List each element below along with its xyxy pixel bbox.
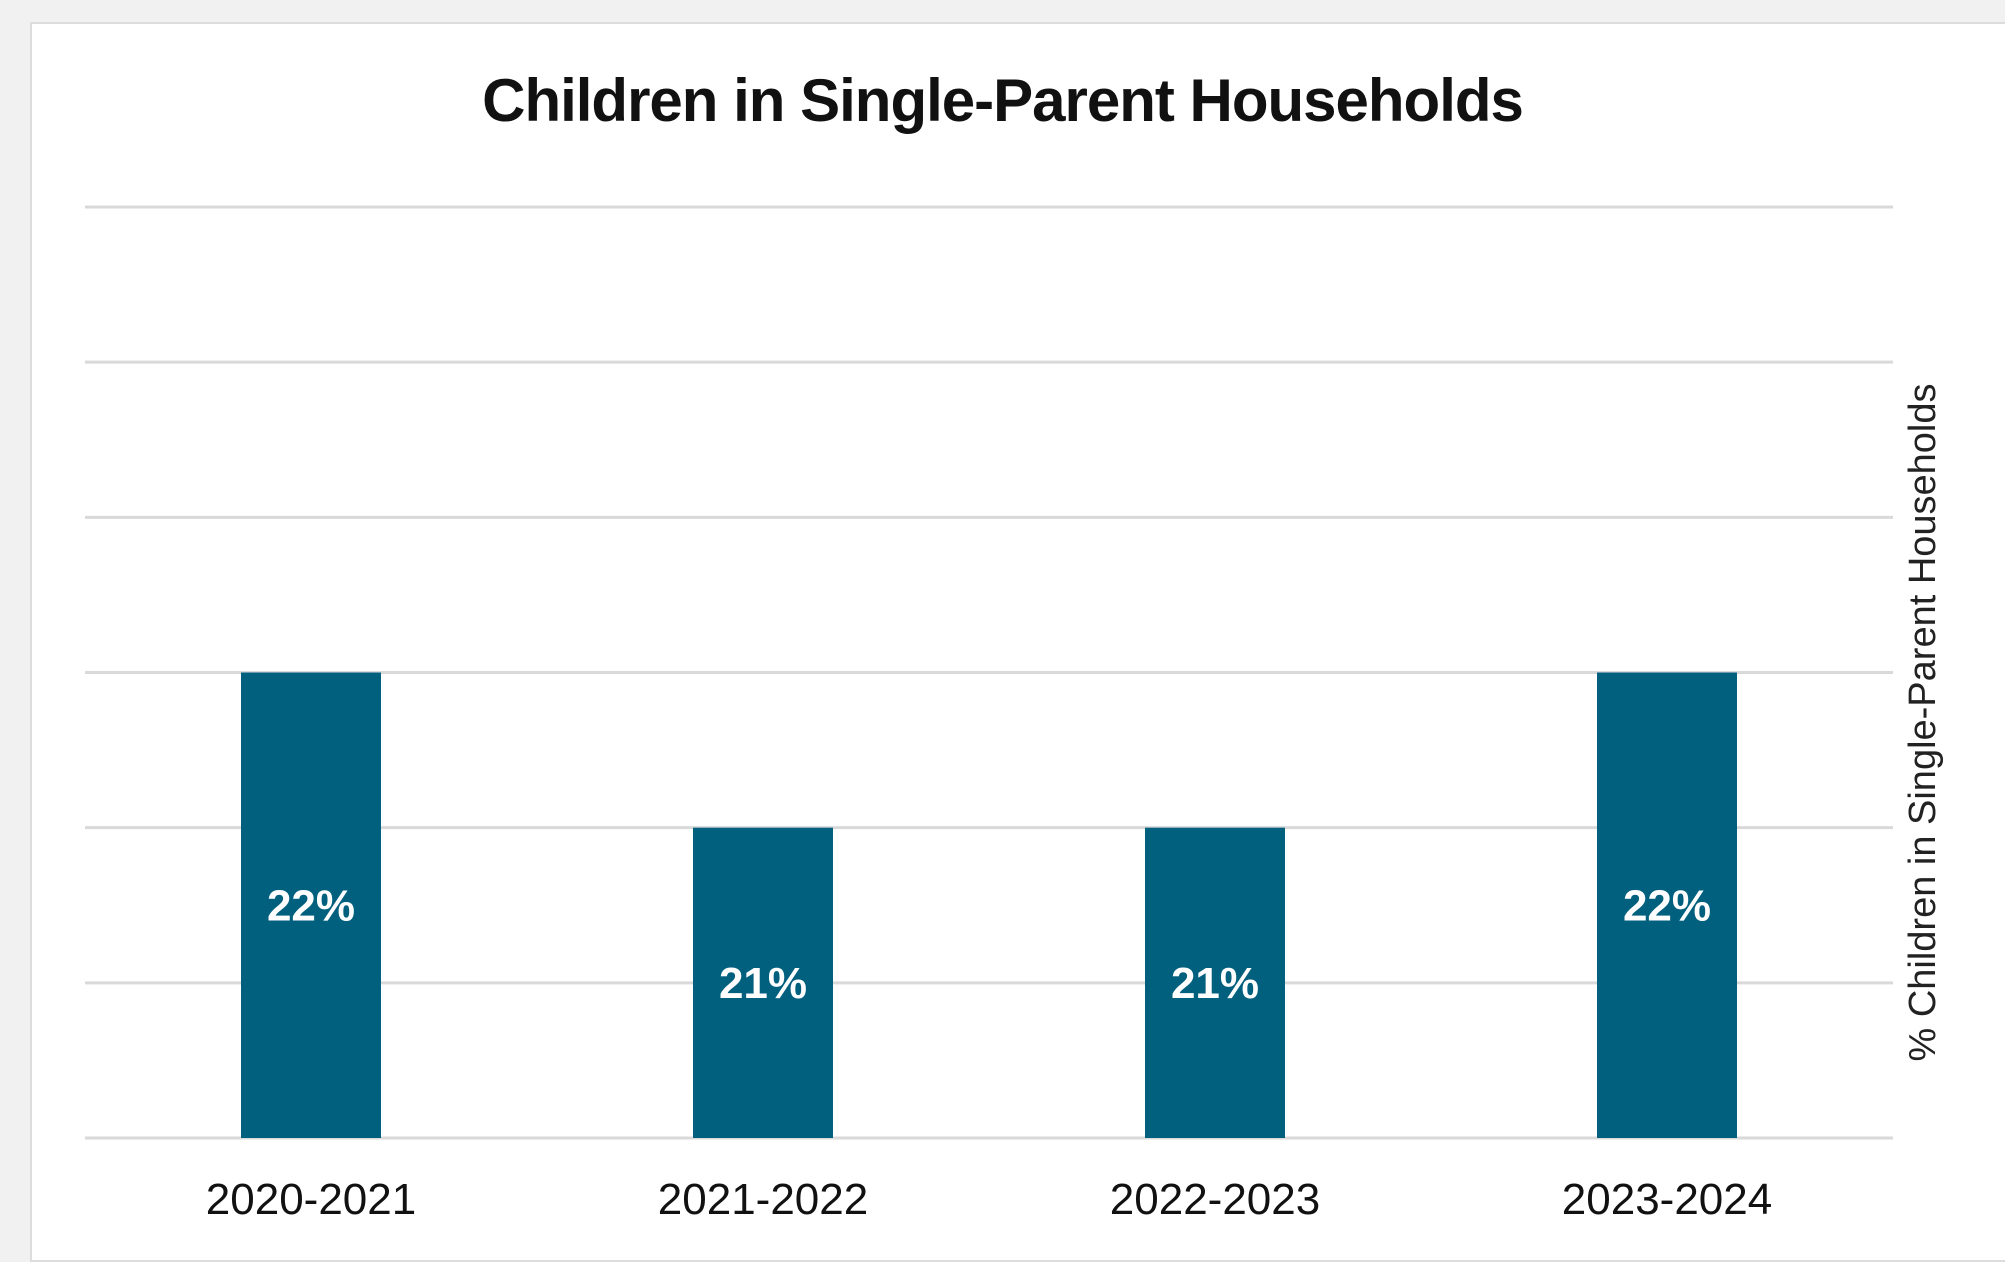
chart-title: Children in Single-Parent Households [482, 67, 1524, 134]
data-label: 22% [1623, 881, 1711, 930]
bars [241, 672, 1737, 1138]
data-labels: 22% 21% 21% 22% [267, 881, 1711, 1008]
bar [1597, 672, 1737, 1138]
y-axis-label: % Children in Single-Parent Households [1902, 383, 1944, 1061]
x-tick-label: 2020-2021 [206, 1175, 416, 1224]
data-label: 21% [1171, 959, 1259, 1008]
x-axis-ticks: 2020-2021 2021-2022 2022-2023 2023-2024 [206, 1175, 1772, 1224]
x-tick-label: 2021-2022 [658, 1175, 868, 1224]
x-tick-label: 2023-2024 [1562, 1175, 1772, 1224]
bar [241, 672, 381, 1138]
x-tick-label: 2022-2023 [1110, 1175, 1320, 1224]
bar [1145, 827, 1285, 1138]
gridlines [85, 205, 1893, 1140]
bar [693, 827, 833, 1138]
data-label: 21% [719, 959, 807, 1008]
data-label: 22% [267, 881, 355, 930]
